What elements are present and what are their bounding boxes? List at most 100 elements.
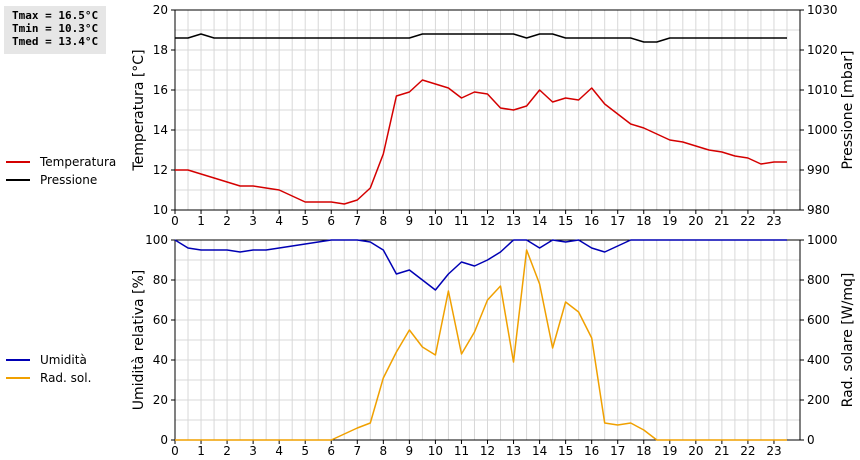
x-tick-label: 21 <box>714 444 729 458</box>
stats-box: Tmax = 16.5°C Tmin = 10.3°C Tmed = 13.4°… <box>4 6 106 54</box>
y-tick-label-right: 980 <box>807 203 830 217</box>
legend-swatch-pressure <box>6 179 30 181</box>
x-tick-label: 18 <box>636 444 651 458</box>
legend-label-temperature: Temperatura <box>40 155 117 169</box>
y-axis-label-right: Rad. solare [W/mq] <box>840 273 856 408</box>
x-tick-label: 3 <box>249 444 257 458</box>
x-tick-label: 10 <box>428 214 443 228</box>
x-tick-label: 12 <box>480 214 495 228</box>
x-tick-label: 15 <box>558 444 573 458</box>
y-tick-label-left: 18 <box>153 43 168 57</box>
panel-top: 0 1 2 3 4 5 6 7 8 9 10 11 12 13 14 15 16 17 18 19 20 21 22 2310… <box>131 3 856 228</box>
y-tick-label-left: 80 <box>153 273 168 287</box>
series-line-humidity <box>174 239 787 291</box>
legend-swatch-solar <box>6 377 30 379</box>
x-tick-label: 17 <box>610 214 625 228</box>
y-tick-label-left: 16 <box>153 83 168 97</box>
y-tick-label-right: 1000 <box>807 233 838 247</box>
x-tick-label: 14 <box>532 214 547 228</box>
x-tick-label: 20 <box>688 444 703 458</box>
y-tick-label-left: 40 <box>153 353 168 367</box>
x-tick-label: 5 <box>301 444 309 458</box>
x-tick-label: 13 <box>506 214 521 228</box>
x-tick-label: 22 <box>740 444 755 458</box>
x-tick-label: 1 <box>197 444 205 458</box>
x-tick-label: 6 <box>327 444 335 458</box>
x-tick-label: 9 <box>406 214 414 228</box>
series-line-pressure <box>175 33 787 43</box>
x-tick-label: 2 <box>223 444 231 458</box>
y-tick-label-right: 1020 <box>807 43 838 57</box>
y-axis-label-right: Pressione [mbar] <box>840 50 856 169</box>
tmed-label: Tmed = 13.4°C <box>12 35 99 48</box>
tmax-label: Tmax = 16.5°C <box>12 9 99 22</box>
x-tick-label: 2 <box>223 214 231 228</box>
y-axis-label-left: Temperatura [°C] <box>131 49 147 171</box>
x-tick-label: 15 <box>558 214 573 228</box>
x-tick-label: 18 <box>636 214 651 228</box>
x-tick-label: 8 <box>380 214 388 228</box>
x-tick-label: 23 <box>766 444 781 458</box>
y-tick-label-right: 1000 <box>807 123 838 137</box>
x-tick-label: 0 <box>171 214 179 228</box>
x-tick-label: 16 <box>584 444 599 458</box>
x-tick-label: 21 <box>714 214 729 228</box>
y-tick-label-right: 600 <box>807 313 830 327</box>
legend-item-pressure: Pressione <box>6 171 116 189</box>
legend-item-solar: Rad. sol. <box>6 369 91 387</box>
x-tick-label: 0 <box>171 444 179 458</box>
legend-label-pressure: Pressione <box>40 173 98 187</box>
series-line-solar <box>175 249 787 441</box>
y-tick-label-left: 12 <box>153 163 168 177</box>
x-tick-label: 11 <box>454 444 469 458</box>
y-tick-label-right: 0 <box>807 433 815 447</box>
x-tick-label: 6 <box>327 214 335 228</box>
x-tick-label: 8 <box>380 444 388 458</box>
panel-bottom: 0 1 2 3 4 5 6 7 8 9 10 11 12 13 14 15 16 17 18 19 20 21 22 2302… <box>131 233 856 458</box>
x-tick-label: 10 <box>428 444 443 458</box>
legend-label-humidity: Umidità <box>40 353 87 367</box>
x-tick-label: 16 <box>584 214 599 228</box>
x-tick-label: 3 <box>249 214 257 228</box>
y-tick-label-right: 1030 <box>807 3 838 17</box>
x-tick-label: 5 <box>301 214 309 228</box>
x-tick-label: 7 <box>353 444 361 458</box>
legend-bottom: Umidità Rad. sol. <box>6 351 91 387</box>
x-tick-label: 23 <box>766 214 781 228</box>
x-tick-label: 19 <box>662 214 677 228</box>
x-tick-label: 1 <box>197 214 205 228</box>
tmin-label: Tmin = 10.3°C <box>12 22 99 35</box>
x-tick-label: 11 <box>454 214 469 228</box>
x-tick-label: 13 <box>506 444 521 458</box>
x-tick-label: 4 <box>275 444 283 458</box>
x-tick-label: 19 <box>662 444 677 458</box>
legend-item-humidity: Umidità <box>6 351 91 369</box>
y-tick-label-right: 400 <box>807 353 830 367</box>
y-tick-label-right: 200 <box>807 393 830 407</box>
x-tick-label: 17 <box>610 444 625 458</box>
legend-label-solar: Rad. sol. <box>40 371 92 385</box>
y-tick-label-left: 20 <box>153 393 168 407</box>
y-tick-label-right: 1010 <box>807 83 838 97</box>
legend-top: Temperatura Pressione <box>6 153 116 189</box>
legend-item-temperature: Temperatura <box>6 153 116 171</box>
x-tick-label: 20 <box>688 214 703 228</box>
legend-swatch-humidity <box>6 359 30 361</box>
y-tick-label-right: 990 <box>807 163 830 177</box>
y-tick-label-right: 800 <box>807 273 830 287</box>
y-axis-label-left: Umidità relativa [%] <box>131 270 147 411</box>
x-tick-label: 7 <box>353 214 361 228</box>
series-line-temperature <box>175 79 787 205</box>
y-tick-label-left: 14 <box>153 123 168 137</box>
x-tick-label: 14 <box>532 444 547 458</box>
y-tick-label-left: 60 <box>153 313 168 327</box>
legend-swatch-temperature <box>6 161 30 163</box>
y-tick-label-left: 20 <box>153 3 168 17</box>
y-tick-label-left: 0 <box>160 433 168 447</box>
x-tick-label: 4 <box>275 214 283 228</box>
y-tick-label-left: 10 <box>153 203 168 217</box>
x-tick-label: 9 <box>406 444 414 458</box>
x-tick-label: 12 <box>480 444 495 458</box>
x-tick-label: 22 <box>740 214 755 228</box>
